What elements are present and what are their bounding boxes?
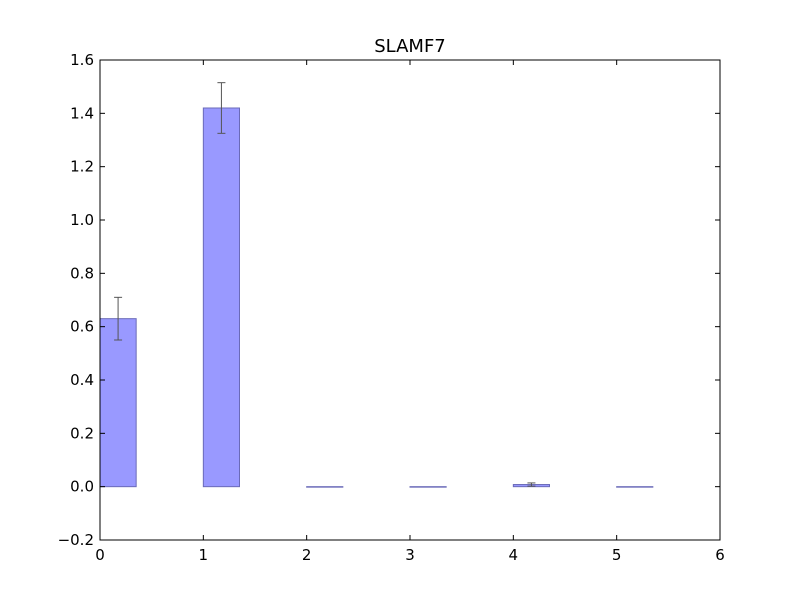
x-tick-label-2: 2 (302, 546, 312, 564)
y-tick-label-2: 0.2 (70, 424, 94, 442)
bars-layer (99, 107, 654, 488)
bar-0 (99, 318, 137, 488)
bar-1 (202, 107, 240, 488)
y-tick-label-8: 1.4 (70, 104, 94, 122)
x-tick-label-6: 6 (715, 546, 725, 564)
y-tick-label-6: 1.0 (70, 211, 94, 229)
y-tick-label-7: 1.2 (70, 158, 94, 176)
x-tick-label-5: 5 (612, 546, 622, 564)
y-tick-label-3: 0.4 (70, 371, 94, 389)
x-tick-label-4: 4 (509, 546, 519, 564)
chart-title: SLAMF7 (374, 36, 446, 57)
bar-3 (409, 486, 447, 488)
y-tick-label-0: −0.2 (58, 531, 94, 549)
x-tick-label-1: 1 (199, 546, 209, 564)
x-tick-label-3: 3 (405, 546, 415, 564)
y-tick-label-4: 0.6 (70, 318, 94, 336)
bar-5 (616, 486, 654, 488)
error-bars-layer (114, 82, 536, 487)
y-tick-label-1: 0.0 (70, 478, 94, 496)
plot-area-frame (99, 59, 721, 541)
error-bar-4 (527, 482, 536, 487)
x-tick-label-0: 0 (95, 546, 105, 564)
error-bar-1 (217, 82, 226, 134)
ticks-layer: 0 1 2 3 4 5 6 −0.2 0.0 0.2 0.4 0.6 0.8 1.0 1.2 1.4 1.6 (58, 51, 725, 564)
bar-2 (306, 486, 344, 488)
y-tick-label-5: 0.8 (70, 264, 94, 282)
error-bar-0 (114, 296, 123, 341)
y-tick-label-9: 1.6 (70, 51, 94, 69)
